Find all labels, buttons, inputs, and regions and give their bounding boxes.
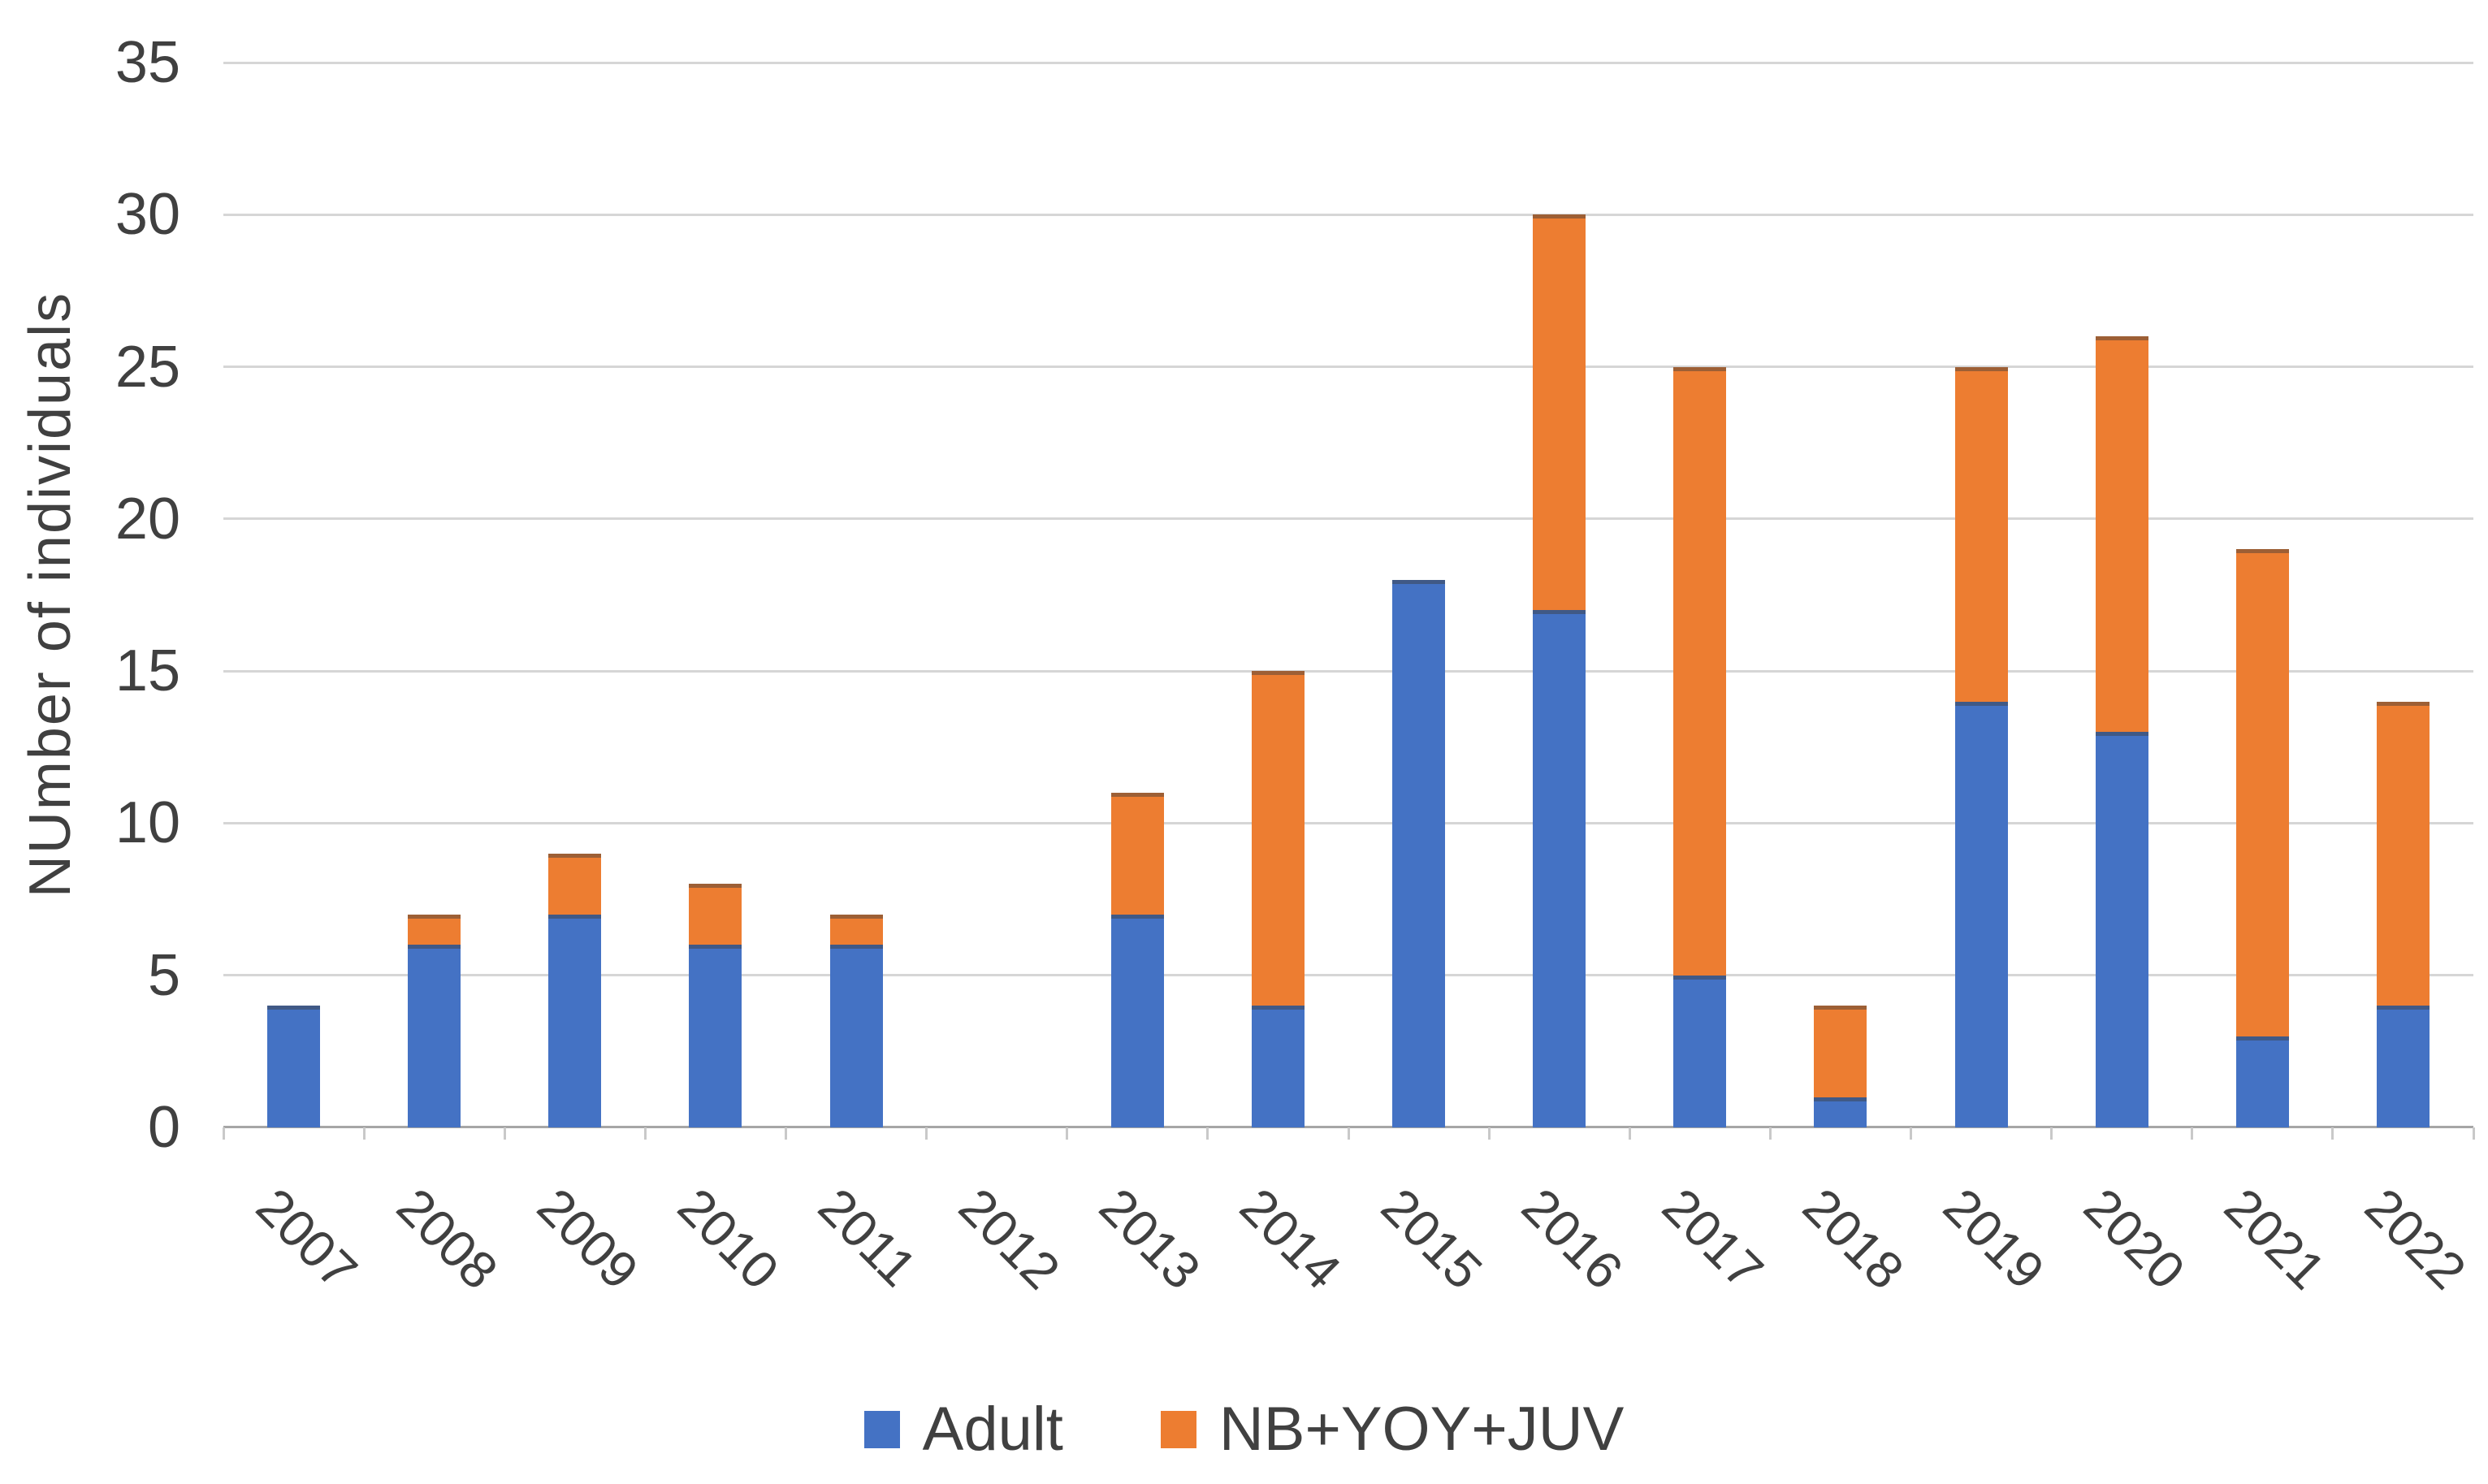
bar-2020-adult-segment xyxy=(2095,732,2148,1127)
bar-2021-adult-segment xyxy=(2235,1036,2289,1127)
x-axis-tick xyxy=(503,1127,506,1140)
gridline-y-20 xyxy=(223,517,2473,521)
bar-2022-nb-yoy-juv-segment xyxy=(2376,701,2430,1006)
bar-2015-adult-segment xyxy=(1392,579,1446,1127)
bar-2011-adult-segment xyxy=(829,945,883,1127)
x-tick-label-2012: 2012 xyxy=(948,1177,1071,1300)
x-axis-tick xyxy=(1206,1127,1209,1140)
y-tick-label-20: 20 xyxy=(115,486,180,552)
bar-2009-adult-segment xyxy=(548,914,602,1127)
bar-2022-adult-segment xyxy=(2376,1006,2430,1127)
y-tick-label-0: 0 xyxy=(147,1095,180,1160)
x-axis-tick xyxy=(1487,1127,1491,1140)
x-tick-label-2016: 2016 xyxy=(1510,1177,1634,1300)
bar-2020-nb-yoy-juv-segment xyxy=(2095,336,2148,733)
legend-label-nb-yoy-juv: NB+YOY+JUV xyxy=(1218,1395,1625,1464)
x-axis-tick xyxy=(925,1127,928,1140)
x-axis-tick xyxy=(1066,1127,1069,1140)
x-axis-tick xyxy=(2191,1127,2194,1140)
x-axis-tick xyxy=(785,1127,787,1140)
bar-2013-adult-segment xyxy=(1110,914,1164,1127)
gridline-y-30 xyxy=(223,213,2473,216)
x-axis-tick xyxy=(1347,1127,1350,1140)
x-tick-label-2022: 2022 xyxy=(2354,1177,2477,1300)
y-tick-label-30: 30 xyxy=(115,182,180,248)
bar-2021-nb-yoy-juv-segment xyxy=(2235,549,2289,1036)
bar-2017-adult-segment xyxy=(1673,975,1727,1127)
bar-2010-nb-yoy-juv-segment xyxy=(689,884,742,945)
x-axis-tick xyxy=(1910,1127,1912,1140)
bar-2008-nb-yoy-juv-segment xyxy=(408,914,461,945)
legend: Adult NB+YOY+JUV xyxy=(0,1381,2488,1478)
x-axis-tick xyxy=(643,1127,647,1140)
x-tick-label-2011: 2011 xyxy=(807,1177,928,1298)
gridline-y-35 xyxy=(223,61,2473,64)
bar-2016-adult-segment xyxy=(1533,610,1586,1127)
y-tick-label-5: 5 xyxy=(147,942,180,1008)
x-axis-tick xyxy=(2472,1127,2475,1140)
x-axis-line xyxy=(223,1126,2473,1128)
x-axis-tick xyxy=(362,1127,366,1140)
x-tick-label-2021: 2021 xyxy=(2213,1177,2337,1300)
x-axis-tick xyxy=(1768,1127,1772,1140)
x-tick-label-2018: 2018 xyxy=(1791,1177,1915,1300)
x-tick-label-2008: 2008 xyxy=(385,1177,509,1300)
plot-area xyxy=(222,61,2475,1140)
legend-item-adult: Adult xyxy=(863,1395,1063,1464)
bar-2014-adult-segment xyxy=(1251,1006,1305,1127)
y-axis-tick-labels: 0 5 10 15 20 25 30 35 xyxy=(0,0,180,1484)
x-axis-tick xyxy=(2050,1127,2053,1140)
x-tick-label-2017: 2017 xyxy=(1651,1177,1775,1300)
y-tick-label-15: 15 xyxy=(115,638,180,704)
bar-2013-nb-yoy-juv-segment xyxy=(1110,792,1164,915)
x-tick-label-2013: 2013 xyxy=(1088,1177,1212,1300)
gridline-y-10 xyxy=(223,821,2473,824)
bar-2007-adult-segment xyxy=(267,1006,321,1127)
bar-2019-nb-yoy-juv-segment xyxy=(1954,366,2008,702)
y-tick-label-10: 10 xyxy=(115,790,180,856)
x-tick-label-2015: 2015 xyxy=(1369,1177,1494,1300)
legend-swatch-adult xyxy=(863,1411,900,1448)
bar-2011-nb-yoy-juv-segment xyxy=(829,914,883,945)
bar-2008-adult-segment xyxy=(408,945,461,1127)
y-tick-label-35: 35 xyxy=(115,30,180,95)
gridline-y-5 xyxy=(223,974,2473,977)
bar-2019-adult-segment xyxy=(1954,701,2008,1127)
y-tick-label-25: 25 xyxy=(115,334,180,400)
bar-2017-nb-yoy-juv-segment xyxy=(1673,366,1727,976)
x-axis-tick xyxy=(222,1127,225,1140)
x-tick-label-2019: 2019 xyxy=(1932,1177,2056,1300)
x-tick-label-2007: 2007 xyxy=(244,1177,369,1300)
bar-2018-nb-yoy-juv-segment xyxy=(1814,1006,1867,1097)
gridline-y-15 xyxy=(223,669,2473,673)
bar-2014-nb-yoy-juv-segment xyxy=(1251,671,1305,1006)
x-tick-label-2009: 2009 xyxy=(526,1177,650,1300)
bar-2016-nb-yoy-juv-segment xyxy=(1533,214,1586,611)
x-tick-label-2010: 2010 xyxy=(666,1177,790,1300)
gridline-y-25 xyxy=(223,366,2473,369)
legend-item-nb-yoy-juv: NB+YOY+JUV xyxy=(1160,1395,1625,1464)
bar-2018-adult-segment xyxy=(1814,1097,1867,1127)
legend-label-adult: Adult xyxy=(922,1395,1063,1464)
x-axis-tick xyxy=(2331,1127,2334,1140)
x-tick-label-2014: 2014 xyxy=(1229,1177,1352,1300)
x-tick-label-2020: 2020 xyxy=(2073,1177,2196,1300)
x-axis-tick xyxy=(1628,1127,1631,1140)
legend-swatch-nb-yoy-juv xyxy=(1160,1411,1196,1448)
bar-2010-adult-segment xyxy=(689,945,742,1127)
bar-2009-nb-yoy-juv-segment xyxy=(548,853,602,915)
